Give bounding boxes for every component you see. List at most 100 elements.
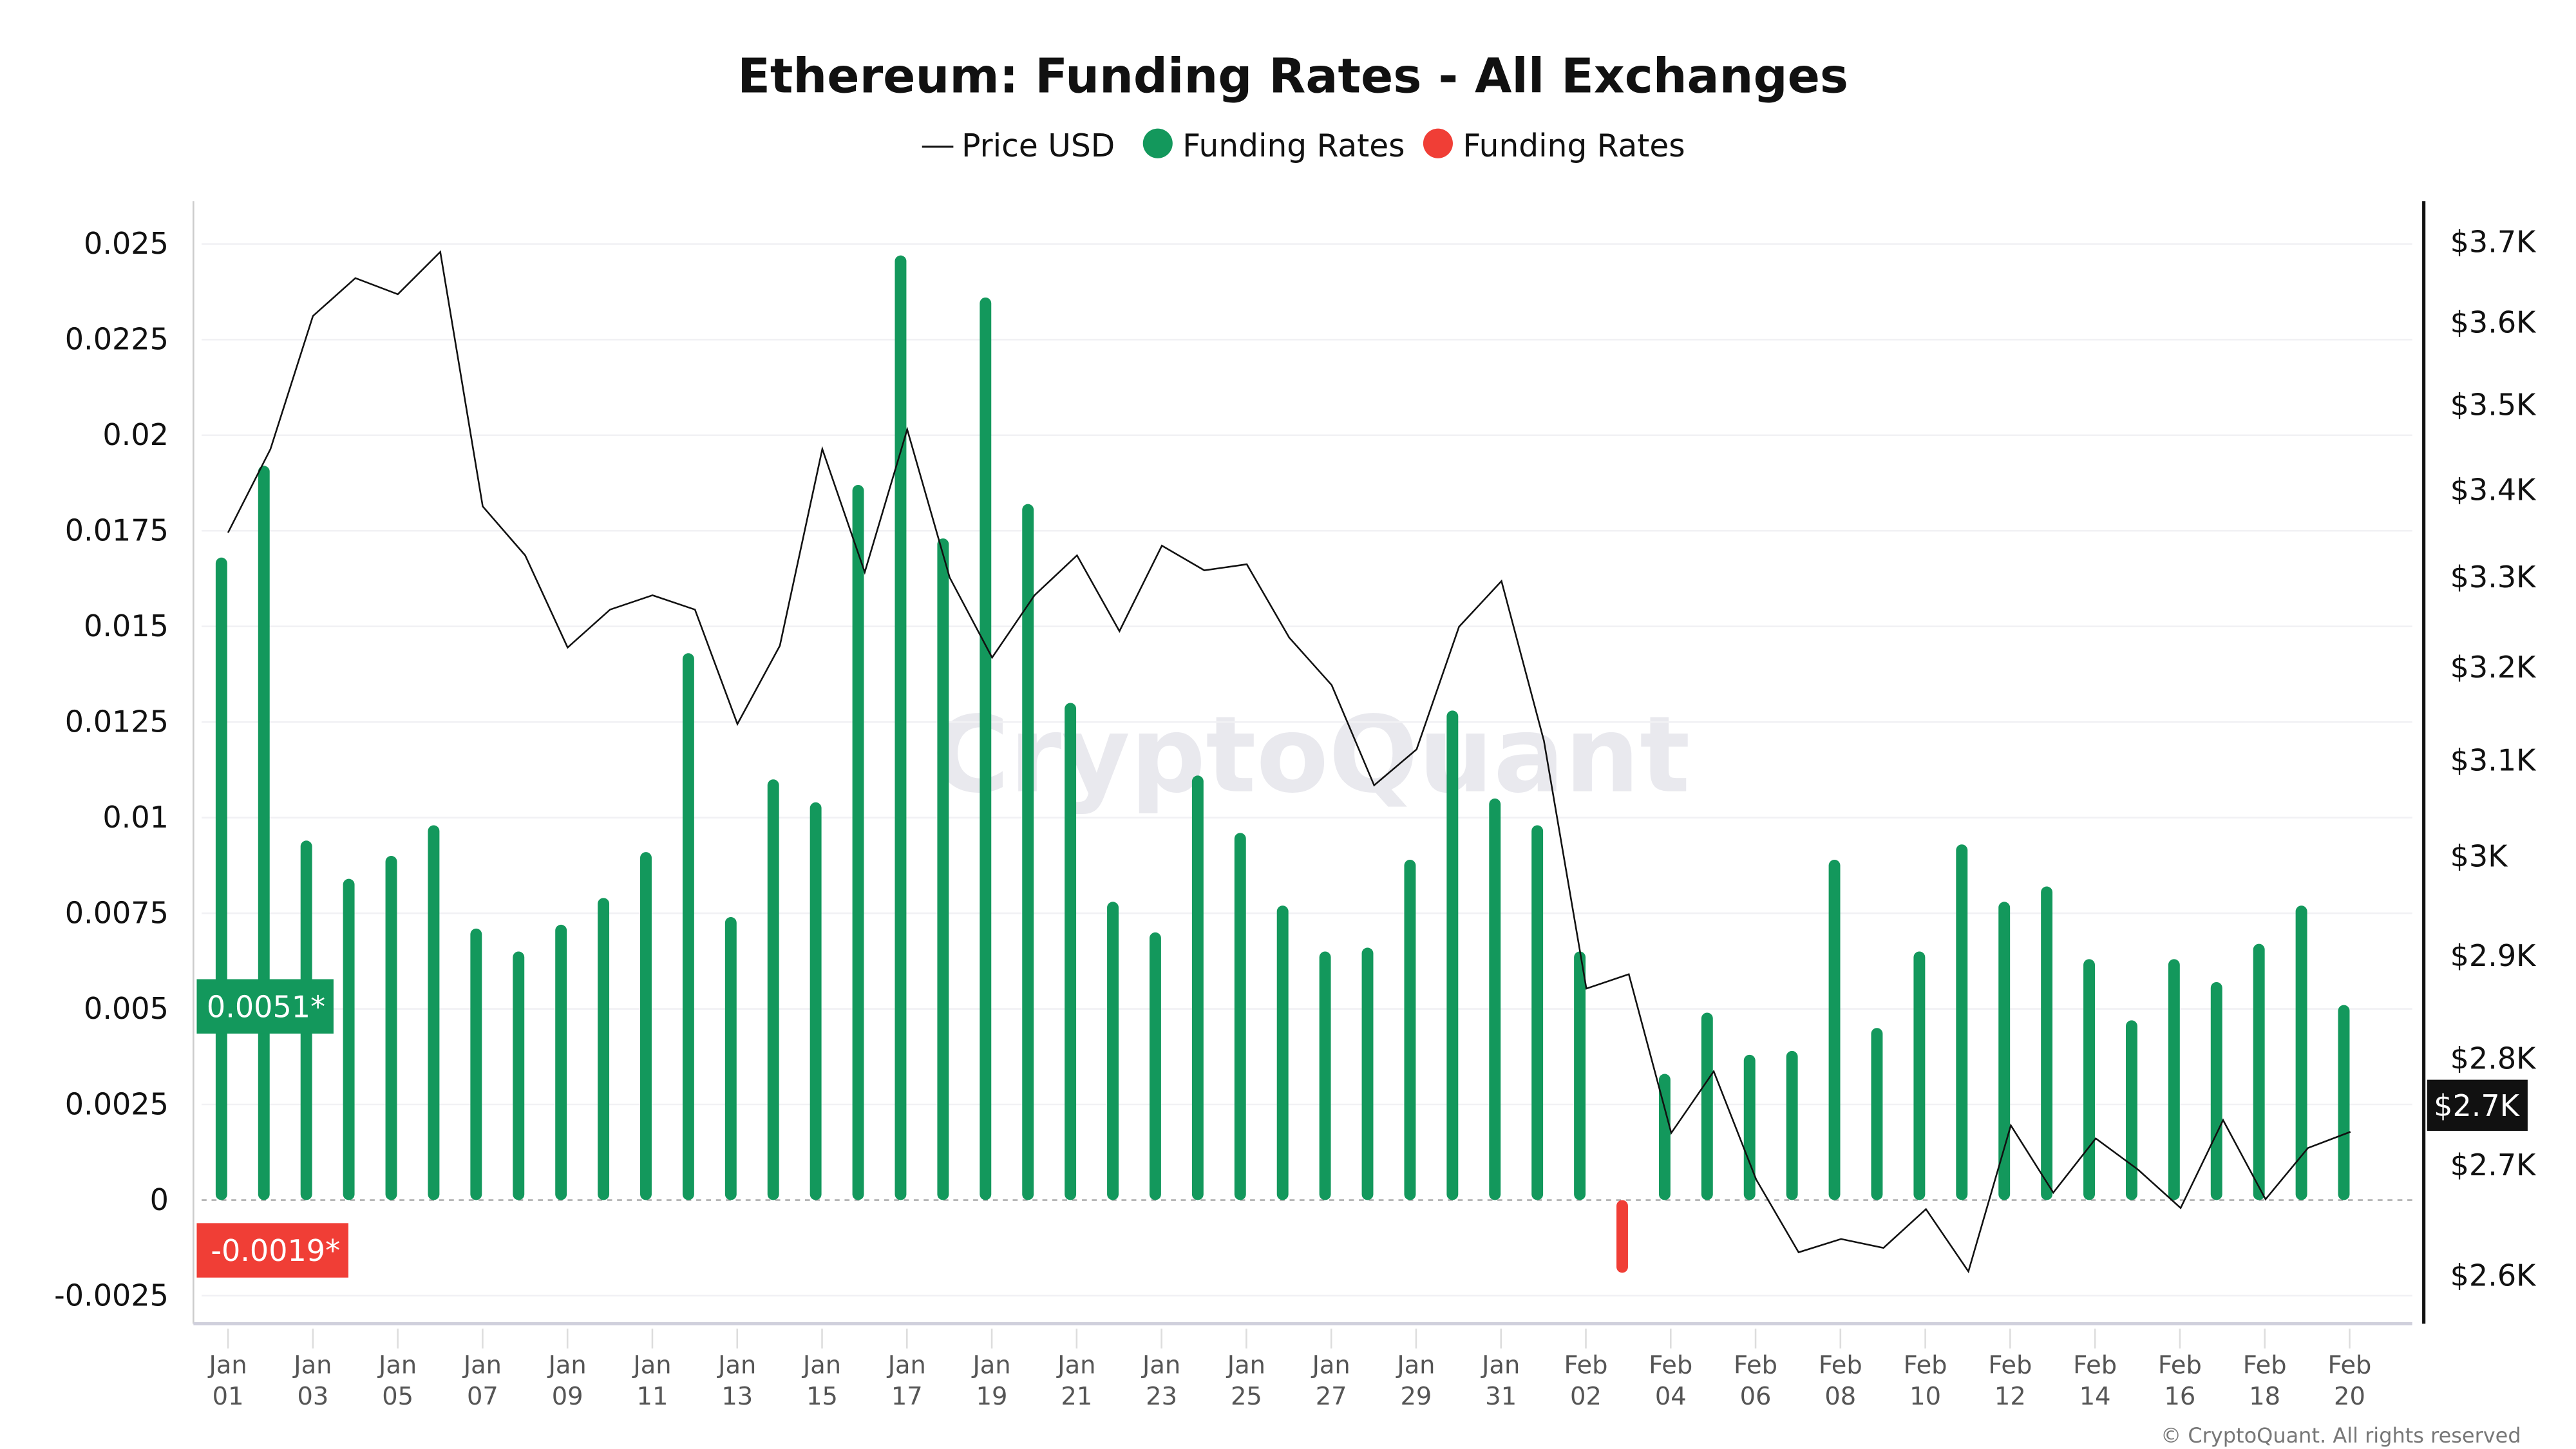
funding-bar-positive [640,852,652,1200]
x-tick-label-day: 27 [1316,1382,1347,1411]
funding-bar-positive [470,928,482,1200]
left-axis-tick-label: 0 [150,1182,169,1217]
funding-bar-positive [1361,947,1374,1200]
x-tick-label-month: Jan [971,1350,1010,1379]
funding-bar-positive [1022,504,1034,1200]
x-tick-label-day: 29 [1401,1382,1432,1411]
max-rate-badge-text: 0.0051* [207,989,325,1024]
x-tick-label-month: Feb [2073,1350,2117,1379]
funding-bar-positive [428,825,440,1200]
funding-bar-positive [1319,951,1331,1200]
legend-funding-red-dot-icon [1423,128,1453,158]
funding-bar-positive [1871,1028,1883,1200]
left-axis-tick-label: 0.0175 [65,513,169,548]
right-axis-tick-label: $2.9K [2450,938,2537,973]
right-axis-tick-label: $3.2K [2450,650,2537,685]
funding-bar-positive [2083,959,2095,1200]
funding-bar-positive [1701,1012,1713,1200]
legend-funding-positive-label[interactable]: Funding Rates [1182,128,1405,164]
right-axis-tick-label: $2.6K [2450,1258,2537,1293]
funding-bar-positive [1658,1074,1671,1200]
funding-bar-positive [258,466,270,1200]
funding-bar-positive [2338,1005,2350,1200]
x-tick-label-month: Jan [1311,1350,1350,1379]
x-tick-label-day: 09 [552,1382,583,1411]
x-tick-label-month: Jan [632,1350,671,1379]
x-tick-label-day: 23 [1146,1382,1177,1411]
x-tick-label-day: 13 [721,1382,753,1411]
x-tick-label-month: Jan [802,1350,841,1379]
legend-funding-negative-label[interactable]: Funding Rates [1463,128,1685,164]
x-tick-label-day: 10 [1909,1382,1941,1411]
min-rate-badge: -0.0019* [196,1223,348,1278]
funding-bar-positive [1065,703,1077,1200]
legend-price-label[interactable]: Price USD [961,128,1115,164]
funding-bar-positive [1998,902,2011,1200]
funding-bar-positive [1149,932,1161,1200]
left-axis-tick-label: 0.0125 [65,705,169,739]
right-axis-tick-label: $3K [2450,839,2509,874]
x-tick-label-month: Jan [1226,1350,1265,1379]
left-axis-tick-label: 0.0075 [65,895,169,930]
chart-title: Ethereum: Funding Rates - All Exchanges [737,48,1848,104]
x-tick-label-month: Jan [547,1350,587,1379]
funding-bar-positive [1913,951,1926,1200]
copyright: © CryptoQuant. All rights reserved [2161,1423,2521,1448]
x-tick-label-month: Jan [292,1350,332,1379]
funding-bar-positive [895,255,907,1200]
left-axis-tick-label: 0.015 [84,609,169,643]
right-axis-tick-label: $3.4K [2450,472,2537,507]
funding-bar-positive [1446,710,1459,1200]
funding-bars [215,255,2350,1273]
x-axis-ticks: Jan 01 Jan 03 Jan 05 Jan 07 Jan 09 Jan 11 Jan 13 Jan 15… [208,1329,2371,1411]
funding-bar-positive [1191,775,1204,1200]
x-tick-label-day: 03 [297,1382,328,1411]
x-tick-label-day: 06 [1740,1382,1772,1411]
left-axis-tick-label: 0.005 [84,991,169,1026]
funding-bar-positive [937,538,949,1200]
funding-bar-positive [2125,1020,2137,1200]
funding-bar-positive [2210,981,2222,1200]
right-axis-tick-label: $3.5K [2450,387,2537,422]
min-rate-badge-text: -0.0019* [211,1233,340,1268]
funding-bar-positive [215,557,227,1200]
funding-bar-positive [2168,959,2180,1200]
funding-bar-positive [1828,859,1841,1200]
price-line [227,250,2351,1274]
x-tick-label-month: Jan [717,1350,756,1379]
x-tick-label-day: 15 [806,1382,838,1411]
funding-bar-positive [1404,859,1416,1200]
x-tick-label-day: 21 [1061,1382,1092,1411]
x-tick-label-month: Feb [1564,1350,1608,1379]
legend: Price USD Funding Rates Funding Rates [922,128,1685,164]
x-tick-label-month: Jan [377,1350,417,1379]
left-axis-tick-label: -0.0025 [54,1278,169,1312]
x-tick-label-day: 12 [1994,1382,2026,1411]
funding-bar-positive [1531,825,1544,1200]
funding-bar-positive [724,917,737,1200]
funding-bar-positive [1234,833,1246,1200]
x-tick-label-month: Feb [2243,1350,2287,1379]
funding-bar-positive [682,653,694,1200]
max-rate-badge: 0.0051* [196,979,334,1034]
x-tick-label-month: Feb [1904,1350,1947,1379]
funding-bar-positive [1574,951,1586,1200]
x-tick-label-month: Feb [1819,1350,1862,1379]
right-axis-tick-label: $3.3K [2450,560,2537,594]
right-axis-ticks: $3.7K $3.6K $3.5K $3.4K $3.3K $3.2K $3.1K $3K $2… [2450,225,2537,1293]
funding-bar-positive [1743,1054,1756,1200]
x-tick-label-day: 18 [2249,1382,2280,1411]
x-tick-label-day: 08 [1824,1382,1856,1411]
x-tick-label-month: Feb [1988,1350,2032,1379]
x-tick-label-month: Feb [2327,1350,2371,1379]
funding-bar-positive [767,779,779,1200]
left-axis-tick-label: 0.025 [84,226,169,261]
right-axis-tick-label: $2.8K [2450,1041,2537,1075]
x-tick-label-month: Jan [1141,1350,1180,1379]
x-tick-label-month: Feb [2158,1350,2202,1379]
right-axis-tick-label: $3.6K [2450,305,2537,339]
x-tick-label-day: 20 [2334,1382,2365,1411]
funding-bar-positive [810,802,822,1200]
x-tick-label-day: 14 [2079,1382,2111,1411]
